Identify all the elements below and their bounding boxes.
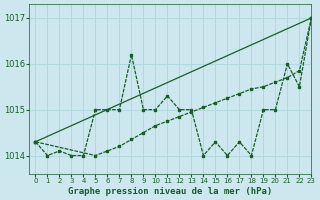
X-axis label: Graphe pression niveau de la mer (hPa): Graphe pression niveau de la mer (hPa): [68, 187, 273, 196]
